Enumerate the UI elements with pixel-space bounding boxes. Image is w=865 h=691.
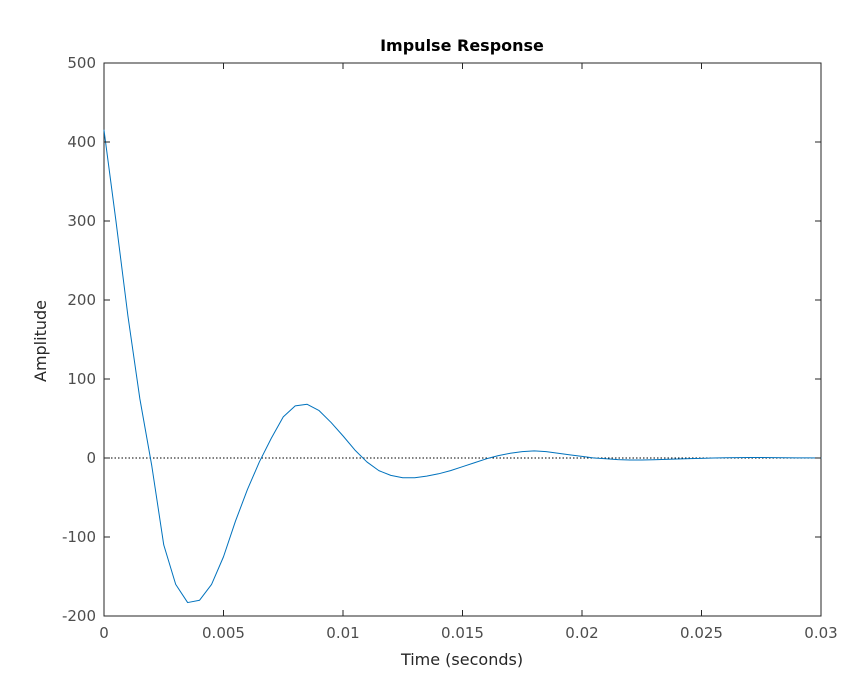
x-tick-label: 0.005 <box>202 624 245 642</box>
plot-area <box>103 62 822 617</box>
x-tick-label: 0.02 <box>565 624 598 642</box>
y-tick-label: 200 <box>67 291 96 309</box>
x-tick-label: 0.03 <box>804 624 837 642</box>
series-line-0 <box>103 129 822 604</box>
y-tick-label: -200 <box>62 607 96 625</box>
y-tick-label: 500 <box>67 54 96 72</box>
y-axis-label: Amplitude <box>31 300 50 382</box>
y-tick-label: 100 <box>67 370 96 388</box>
x-tick-label: 0.01 <box>326 624 359 642</box>
ticks-layer: 0 0.005 0.01 0.015 0.02 0.025 0.03 -200 -100 0 100… <box>62 54 838 642</box>
axes-box <box>103 62 822 617</box>
y-tick-label: 400 <box>67 133 96 151</box>
x-axis-label: Time (seconds) <box>400 650 523 669</box>
y-tick-label: 300 <box>67 212 96 230</box>
y-tick-label: 0 <box>86 449 96 467</box>
chart-title: Impulse Response <box>380 36 544 55</box>
x-tick-label: 0.015 <box>441 624 484 642</box>
x-tick-label: 0 <box>99 624 109 642</box>
y-tick-label: -100 <box>62 528 96 546</box>
x-tick-label: 0.025 <box>680 624 723 642</box>
